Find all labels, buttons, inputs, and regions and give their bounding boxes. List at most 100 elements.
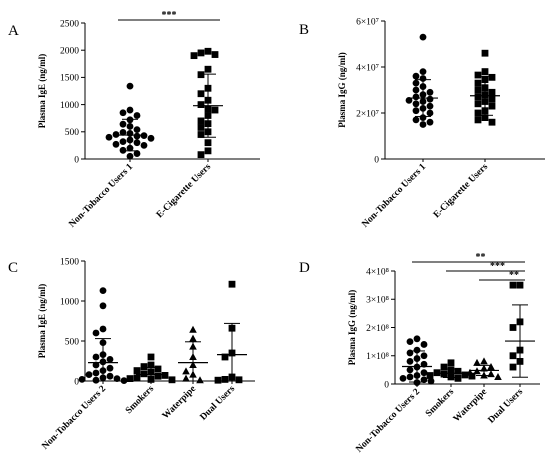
y-tick-label: 4×10⁸	[366, 267, 389, 277]
data-point	[99, 302, 107, 310]
data-point	[474, 71, 482, 79]
data-point	[468, 372, 476, 380]
x-tick-label: Waterpipe	[452, 387, 489, 424]
x-tick-label: Smokers	[124, 384, 156, 416]
data-point	[420, 376, 428, 384]
data-point	[133, 374, 141, 382]
data-point	[454, 374, 462, 382]
data-point	[228, 280, 236, 288]
data-point	[494, 372, 502, 380]
data-point	[461, 371, 469, 379]
data-point	[119, 128, 127, 136]
data-point	[106, 372, 114, 380]
data-point	[474, 79, 482, 87]
data-point	[190, 52, 198, 60]
y-tick-label: 2500	[60, 19, 79, 29]
data-point	[182, 374, 190, 382]
data-point	[474, 93, 482, 101]
data-point	[509, 363, 517, 371]
x-tick-label: E-Cigarette Users	[155, 162, 213, 220]
data-point	[488, 73, 496, 81]
data-point	[426, 118, 434, 126]
data-point	[126, 106, 134, 114]
y-tick-label: 0	[374, 155, 379, 165]
data-point	[474, 109, 482, 117]
data-point	[413, 379, 421, 386]
data-point	[133, 139, 141, 147]
data-point	[474, 86, 482, 94]
panel-label: C	[8, 260, 18, 276]
panel-label: D	[299, 260, 310, 276]
data-point	[204, 47, 212, 55]
y-tick-label: 3×10⁸	[366, 296, 389, 306]
x-tick-label: Non-Tobacco Users 1	[67, 162, 135, 230]
data-point	[92, 329, 100, 337]
data-point	[99, 325, 107, 333]
data-point	[106, 356, 114, 363]
data-point	[133, 132, 141, 140]
data-point	[509, 324, 517, 331]
data-point	[147, 134, 155, 142]
data-point	[473, 358, 481, 366]
data-point	[133, 367, 141, 374]
data-point	[516, 281, 524, 289]
data-point	[488, 102, 496, 110]
x-tick-label: Non-Tobacco Users 1	[360, 162, 428, 230]
data-point	[412, 79, 420, 87]
x-tick-label: Non-Tobacco Users 2	[354, 387, 422, 454]
data-point	[147, 361, 155, 369]
data-point	[466, 368, 474, 376]
data-point	[419, 75, 427, 82]
y-tick-label: 1000	[60, 101, 79, 111]
data-point	[140, 142, 148, 149]
data-point	[454, 367, 462, 375]
y-tick-label: 500	[65, 128, 80, 138]
data-point	[474, 100, 482, 108]
data-point	[420, 369, 428, 377]
data-point	[447, 359, 455, 367]
data-point	[221, 376, 229, 383]
data-point	[481, 68, 489, 75]
data-point	[419, 114, 427, 121]
data-point	[197, 131, 205, 138]
y-tick-label: 0	[74, 377, 79, 387]
data-point	[112, 140, 120, 148]
data-point	[92, 369, 100, 377]
data-point	[426, 95, 434, 103]
y-tick-label: 6×10⁷	[356, 17, 379, 27]
panel-label: A	[8, 23, 19, 39]
y-axis-label: Plasma IgG (ng/ml)	[347, 290, 357, 366]
data-point	[119, 146, 127, 154]
data-point	[426, 102, 434, 110]
data-point	[235, 376, 243, 384]
data-point	[204, 139, 212, 147]
data-point	[488, 95, 496, 103]
y-tick-label: 500	[65, 337, 80, 347]
data-point	[119, 138, 127, 145]
data-point	[113, 375, 121, 382]
data-point	[204, 147, 212, 155]
y-tick-label: 2×10⁸	[366, 324, 389, 334]
data-point	[161, 372, 169, 379]
data-point	[509, 281, 517, 289]
data-point	[126, 152, 134, 160]
data-point	[399, 374, 407, 382]
y-axis-label: Plasma IgE (ng/ml)	[37, 54, 47, 129]
data-point	[197, 124, 205, 131]
y-axis-label: Plasma IgE (ng/ml)	[37, 284, 47, 359]
data-point	[487, 370, 495, 378]
significance-label: ***	[162, 10, 177, 21]
data-point	[197, 71, 205, 79]
data-point	[140, 363, 148, 370]
data-point	[406, 366, 414, 374]
data-point	[413, 335, 421, 343]
data-point	[140, 370, 148, 378]
data-point	[126, 375, 134, 382]
data-point	[488, 118, 496, 126]
x-tick-label: Waterpipe	[161, 384, 198, 421]
data-point	[440, 370, 448, 378]
data-point	[120, 377, 128, 384]
data-point	[419, 121, 427, 128]
data-point	[92, 361, 100, 369]
